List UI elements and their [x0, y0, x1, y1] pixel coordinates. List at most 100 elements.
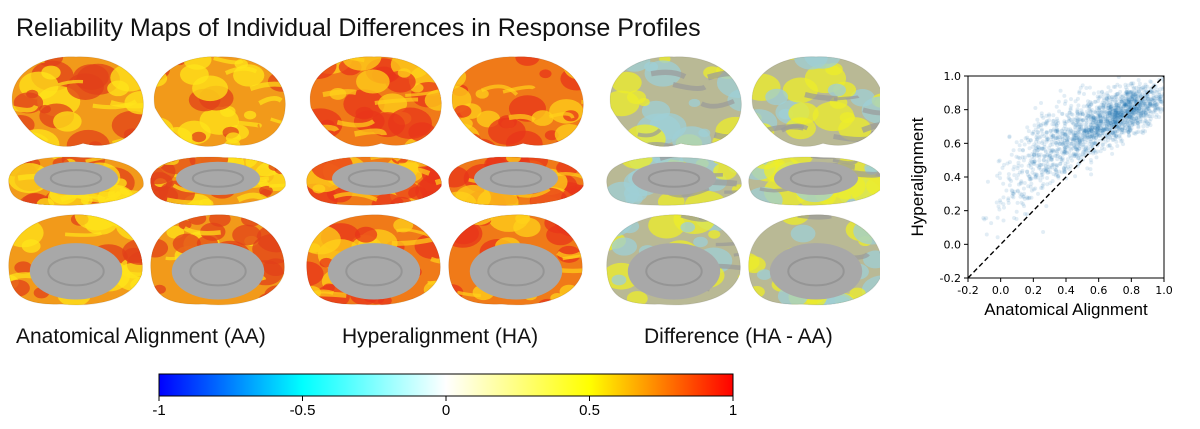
scatter-point: [1080, 118, 1085, 123]
scatter-point: [1035, 150, 1040, 155]
scatter-point: [1127, 124, 1132, 129]
scatter-point: [1025, 169, 1030, 174]
scatter-point: [1025, 169, 1030, 174]
brain-surface: [606, 214, 741, 305]
y-tick-label: 0.4: [944, 171, 962, 184]
scatter-point: [1039, 186, 1044, 191]
scatter-point: [1108, 132, 1113, 137]
scatter-point: [1062, 140, 1067, 145]
scatter-point: [1052, 149, 1057, 154]
scatter-point: [1062, 138, 1067, 143]
scatter-point: [997, 158, 1002, 163]
scatter-point: [1110, 120, 1115, 125]
scatter-point: [1050, 179, 1055, 184]
scatter-point: [1125, 93, 1130, 98]
scatter-point: [1065, 142, 1070, 147]
scatter-point: [1064, 144, 1069, 149]
scatter-point: [1092, 148, 1097, 153]
scatter-point: [1049, 165, 1054, 170]
scatter-point: [1161, 85, 1164, 90]
scatter-point: [1006, 175, 1011, 180]
scatter-point: [1093, 116, 1098, 121]
scatter-point: [1106, 97, 1111, 102]
scatter-point: [1080, 83, 1085, 88]
scatter-point: [1043, 148, 1048, 153]
scatter-point: [1136, 89, 1141, 94]
scatter-point: [1112, 105, 1117, 110]
scatter-point: [1043, 163, 1048, 168]
scatter-point: [1128, 114, 1133, 119]
scatter-point: [1033, 173, 1038, 178]
scatter-point: [1084, 134, 1089, 139]
scatter-point: [1094, 135, 1099, 140]
scatter-point: [1132, 109, 1137, 114]
scatter-point: [1148, 100, 1153, 105]
scatter-point: [1155, 87, 1160, 92]
scatter-point: [1174, 78, 1178, 82]
scatter-point: [1129, 99, 1134, 104]
scatter-point: [1096, 133, 1101, 138]
scatter-point: [1089, 125, 1094, 130]
scatter-point: [1143, 115, 1148, 120]
scatter-point: [1105, 124, 1110, 129]
scatter-point: [1077, 142, 1082, 147]
scatter-point: [1077, 136, 1082, 141]
scatter-point: [1164, 85, 1168, 89]
scatter-point: [1088, 124, 1093, 129]
scatter-point: [1079, 154, 1084, 159]
scatter-point: [1121, 101, 1126, 106]
scatter-point: [1153, 106, 1158, 111]
scatter-point: [1091, 141, 1096, 146]
scatter-point: [1136, 124, 1141, 129]
scatter-point: [1125, 125, 1130, 130]
scatter-point: [1116, 76, 1121, 80]
scatter-point: [1126, 99, 1131, 104]
scatter-point: [1143, 111, 1148, 116]
scatter-point: [1108, 111, 1113, 116]
scatter-point: [1080, 136, 1085, 141]
scatter-point: [1095, 117, 1100, 122]
scatter-point: [1090, 113, 1095, 118]
scatter-point: [1086, 125, 1091, 130]
scatter-point: [1071, 154, 1076, 159]
scatter-point: [1075, 148, 1080, 153]
scatter-point: [1131, 86, 1136, 91]
scatter-point: [1107, 110, 1112, 115]
scatter-point: [1136, 104, 1141, 109]
scatter-point: [1109, 95, 1114, 100]
scatter-point: [1088, 139, 1093, 144]
scatter-point: [1095, 121, 1100, 126]
scatter-point: [1035, 133, 1040, 138]
scatter-point: [1111, 120, 1116, 125]
scatter-point: [1055, 129, 1060, 134]
scatter-point: [1134, 85, 1139, 90]
scatter-point: [1033, 174, 1038, 179]
scatter-point: [1070, 137, 1075, 142]
scatter-point: [995, 173, 1000, 178]
scatter-point: [1159, 99, 1164, 104]
scatter-point: [1093, 136, 1098, 141]
scatter-point: [1046, 158, 1051, 163]
scatter-point: [1127, 123, 1132, 128]
scatter-point: [1142, 86, 1147, 91]
scatter-point: [1019, 179, 1024, 184]
scatter-point: [1109, 146, 1114, 151]
scatter-point: [1048, 128, 1053, 133]
scatter-point: [1035, 136, 1040, 141]
scatter-point: [1124, 89, 1129, 94]
scatter-point: [1050, 155, 1055, 160]
scatter-point: [1108, 104, 1113, 109]
scatter-point: [1106, 94, 1111, 99]
scatter-point: [1086, 148, 1091, 153]
scatter-point: [1119, 115, 1124, 120]
scatter-point: [1117, 133, 1122, 138]
scatter-point: [1096, 90, 1101, 95]
scatter-point: [1086, 106, 1091, 111]
scatter-point: [1055, 128, 1060, 133]
scatter-point: [1111, 108, 1116, 113]
scatter-point: [1107, 120, 1112, 125]
scatter-point: [1063, 132, 1068, 137]
scatter-point: [1094, 118, 1099, 123]
scatter-point: [1138, 111, 1143, 116]
scatter-point: [1146, 105, 1151, 110]
